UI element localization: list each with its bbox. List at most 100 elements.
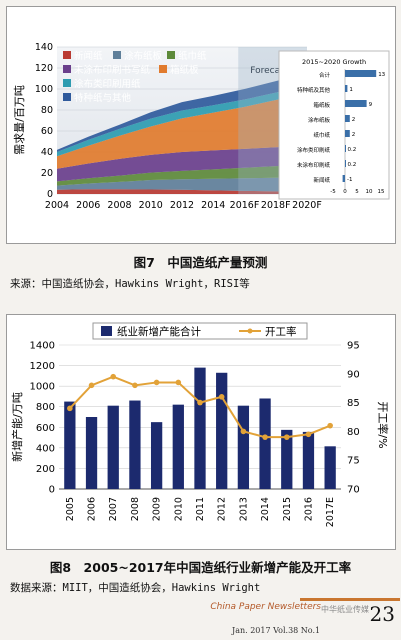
x-tick-label: 2016 bbox=[303, 497, 314, 521]
inset-category-label: 特种纸及其他 bbox=[297, 86, 331, 94]
inset-category-label: 涂布纸板 bbox=[308, 116, 331, 124]
area-series-4 bbox=[57, 93, 307, 169]
figure-8-source: 数据来源：MIIT，中国造纸协会，Hawkins Wright bbox=[10, 582, 261, 594]
capacity-bar bbox=[129, 400, 141, 489]
right-tick-label: 90 bbox=[347, 369, 360, 380]
rate-point bbox=[67, 405, 73, 412]
figure-8-caption: 图8 2005~2017年中国造纸行业新增产能及开工率 bbox=[49, 560, 352, 575]
left-tick-label: 600 bbox=[36, 423, 55, 434]
inset-bar bbox=[345, 115, 350, 122]
x-tick-label: 2013 bbox=[238, 497, 249, 521]
inset-axis-tick: -5 bbox=[330, 189, 336, 195]
legend-swatch bbox=[113, 51, 121, 59]
left-tick-label: 1200 bbox=[30, 361, 55, 372]
x-tick-label: 2011 bbox=[195, 497, 206, 521]
legend-swatch bbox=[63, 79, 71, 87]
legend-box bbox=[92, 322, 308, 340]
inset-bar bbox=[345, 130, 350, 137]
inset-value-label: 0.2 bbox=[347, 162, 356, 168]
inset-value-label: 2 bbox=[352, 117, 356, 123]
rate-point bbox=[132, 382, 138, 389]
publisher-logo: China Paper Newsletters bbox=[210, 602, 321, 612]
inset-bar bbox=[345, 70, 377, 77]
inset-value-label: 0.2 bbox=[347, 147, 356, 153]
right-tick-label: 70 bbox=[347, 485, 360, 496]
legend-line-label: 开工率 bbox=[265, 325, 297, 338]
y-tick-label: 40 bbox=[41, 147, 53, 158]
rate-point bbox=[240, 428, 247, 435]
inset-axis-tick: 10 bbox=[366, 189, 373, 195]
right-tick-label: 95 bbox=[347, 341, 360, 352]
x-tick-label: 2008 bbox=[130, 497, 141, 521]
x-tick-label: 2012 bbox=[217, 497, 228, 521]
inset-bar bbox=[345, 85, 348, 92]
capacity-bar bbox=[172, 404, 184, 489]
capacity-bar bbox=[64, 401, 76, 489]
left-tick-label: 1000 bbox=[30, 382, 55, 393]
legend-label: 涂布纸板 bbox=[124, 50, 163, 62]
rate-point bbox=[218, 394, 225, 400]
right-tick-label: 85 bbox=[347, 398, 360, 409]
y-tick-label: 0 bbox=[47, 189, 53, 200]
legend-bar-swatch bbox=[101, 326, 112, 336]
x-tick-label: 2006 bbox=[76, 200, 100, 211]
area-series-6 bbox=[57, 73, 307, 152]
y-tick-label: 20 bbox=[41, 168, 53, 179]
left-axis-label: 新增产能/万吨 bbox=[10, 392, 24, 462]
area-series-0 bbox=[57, 189, 307, 194]
y-tick-label: 100 bbox=[35, 84, 53, 95]
figure-7-source: 来源：中国造纸协会，Hawkins Wright，RISI等 bbox=[10, 278, 250, 290]
inset-category-label: 箱纸板 bbox=[313, 101, 330, 109]
x-tick-label: 2007 bbox=[108, 497, 119, 521]
page-number: 23 bbox=[369, 602, 395, 626]
area-series-2 bbox=[57, 164, 307, 186]
inset-axis-tick: 15 bbox=[378, 189, 385, 195]
legend-label: 纸巾纸 bbox=[178, 50, 207, 62]
rate-point bbox=[110, 373, 117, 380]
area-series-3 bbox=[57, 145, 307, 182]
inset-category-label: 未涂布印刷纸 bbox=[297, 161, 331, 169]
figure-7-frame: Forecast 0 20 40 60 80 100 120 140 2004 2006 2008… bbox=[6, 6, 396, 244]
capacity-bar bbox=[237, 405, 250, 489]
area-series-1 bbox=[57, 177, 307, 192]
x-tick-label: 2006 bbox=[87, 497, 98, 521]
capacity-bar bbox=[150, 422, 163, 489]
inset-category-label: 涂布类印刷纸 bbox=[297, 146, 331, 154]
legend-swatch bbox=[63, 65, 71, 73]
capacity-bar bbox=[107, 405, 119, 489]
watermark: 中华纸业传媒 bbox=[321, 605, 369, 614]
inset-value-label: 9 bbox=[369, 102, 373, 108]
legend-label: 箱纸板 bbox=[170, 64, 199, 76]
capacity-bar bbox=[194, 367, 206, 489]
capacity-bar bbox=[259, 398, 271, 489]
left-tick-label: 800 bbox=[36, 402, 55, 413]
capacity-bar bbox=[324, 446, 336, 489]
x-tick-label: 2008 bbox=[107, 200, 131, 211]
legend-swatch bbox=[63, 93, 71, 101]
x-tick-label: 2010 bbox=[173, 497, 184, 521]
inset-bar bbox=[345, 145, 346, 152]
x-tick-label: 2018F bbox=[261, 200, 291, 211]
forecast-label: Forecast bbox=[250, 66, 289, 76]
y-tick-label: 140 bbox=[35, 42, 53, 53]
legend-label: 特种纸与其他 bbox=[74, 92, 132, 104]
inset-title: 2015~2020 Growth bbox=[302, 58, 366, 66]
rate-point bbox=[175, 379, 182, 386]
inset-category-label: 新闻纸 bbox=[313, 176, 330, 184]
capacity-bar bbox=[216, 372, 228, 489]
left-tick-label: 400 bbox=[36, 443, 55, 454]
inset-category-label: 合计 bbox=[319, 71, 331, 79]
page-footer: China Paper Newsletters 中华纸业传媒 Jan. 2017… bbox=[0, 590, 401, 640]
right-tick-label: 75 bbox=[347, 456, 360, 467]
inset-category-label: 纸巾纸 bbox=[313, 131, 330, 139]
capacity-bar bbox=[302, 431, 315, 489]
legend-bar-label: 纸业新增产能合计 bbox=[117, 325, 201, 338]
inset-value-label: -1 bbox=[347, 177, 352, 183]
rate-point bbox=[197, 399, 203, 406]
inset-bar bbox=[345, 160, 346, 167]
legend-label: 涂布类印刷用纸 bbox=[74, 78, 141, 90]
inset-bar bbox=[342, 175, 345, 182]
y-axis-label: 需求量/百万吨 bbox=[13, 85, 26, 155]
capacity-bar bbox=[281, 429, 293, 489]
